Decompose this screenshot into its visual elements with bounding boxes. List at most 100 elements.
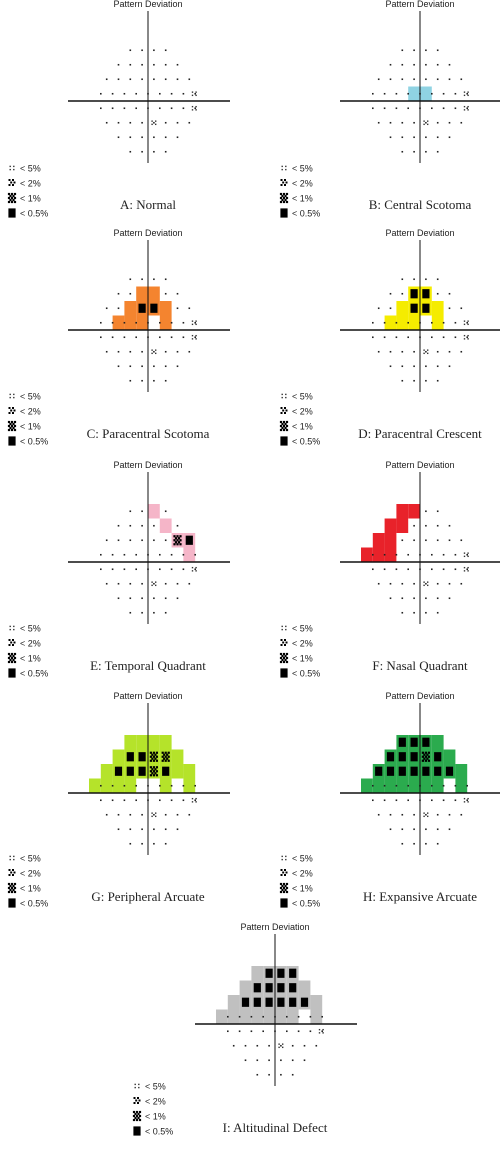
test-point [401, 379, 404, 382]
test-point [436, 78, 439, 81]
test-point [454, 568, 457, 571]
defect-cell [159, 778, 172, 793]
test-point [372, 321, 374, 324]
test-point [123, 321, 126, 324]
test-point [448, 292, 451, 295]
panel-title: Pattern Deviation [113, 460, 182, 470]
test-point [117, 78, 120, 81]
test-point [413, 278, 415, 281]
test-point [153, 842, 155, 845]
test-point [431, 799, 433, 802]
test-point [164, 278, 167, 281]
test-point [153, 524, 155, 527]
test-point [153, 365, 155, 368]
test-point [111, 92, 114, 95]
test-point [407, 784, 409, 787]
test-point [250, 1015, 253, 1018]
test-point [377, 78, 380, 81]
test-point [262, 1030, 264, 1033]
test-point [176, 292, 179, 295]
defect-cell [216, 1009, 228, 1024]
test-point [401, 150, 404, 153]
test-point [141, 136, 143, 139]
defect-cell [148, 504, 160, 519]
test-point [389, 828, 392, 831]
test-point [395, 336, 398, 339]
test-point [256, 1073, 259, 1076]
test-point [442, 568, 445, 571]
test-point [188, 350, 191, 353]
test-point [176, 828, 179, 831]
test-point [442, 799, 445, 802]
test-point [188, 121, 191, 124]
test-point [159, 799, 161, 802]
defect-cell [298, 980, 311, 995]
panel-h: Pattern Deviation < 5% < 2% < 1% < 0.5% H: Ex… [279, 691, 500, 909]
defect-cell [408, 86, 420, 101]
test-point [291, 1073, 294, 1076]
test-point [164, 842, 167, 845]
test-point [389, 292, 392, 295]
test-point [460, 539, 463, 542]
test-point [244, 1059, 247, 1062]
test-point [442, 784, 445, 787]
test-point [389, 582, 392, 585]
test-point [129, 597, 132, 600]
panel-e: Pattern Deviation < 5% < 2% < 1% < 0.5% E: Te… [7, 460, 230, 679]
test-point [100, 553, 102, 556]
test-point [170, 784, 173, 787]
defect-cell [112, 315, 125, 330]
defect-cell [136, 286, 148, 301]
defect-cell [227, 995, 240, 1010]
test-point [141, 350, 143, 353]
test-point [401, 63, 404, 66]
test-point [395, 799, 398, 802]
test-point [141, 842, 143, 845]
test-point [164, 365, 167, 368]
defect-cell [396, 778, 409, 793]
panel-caption: G: Peripheral Arcuate [91, 889, 205, 904]
defect-cell [396, 301, 409, 316]
legend-label: < 5% [20, 854, 41, 864]
test-point [129, 611, 132, 614]
test-point [164, 510, 167, 513]
test-point [188, 307, 191, 310]
defect-cell [159, 315, 172, 330]
defect-cell [396, 504, 409, 519]
defect-cell [396, 315, 409, 330]
test-point [377, 121, 380, 124]
legend-label: < 1% [292, 422, 313, 432]
test-point [117, 365, 120, 368]
defect-cell [431, 778, 444, 793]
defect-cell [251, 1009, 264, 1024]
test-point [407, 321, 409, 324]
test-point [256, 1044, 259, 1047]
test-point [164, 136, 167, 139]
defect-cell [443, 749, 456, 764]
test-point [425, 121, 427, 124]
test-point [460, 121, 463, 124]
test-point [117, 524, 120, 527]
test-point [170, 568, 173, 571]
test-point [431, 568, 433, 571]
legend-label: < 5% [292, 854, 313, 864]
test-point [164, 150, 167, 153]
legend-label: < 0.5% [20, 437, 48, 447]
test-point [425, 813, 427, 816]
test-point [141, 828, 143, 831]
test-point [194, 92, 196, 95]
test-point [141, 597, 143, 600]
test-point [153, 379, 155, 382]
test-point [153, 150, 155, 153]
test-point [454, 336, 457, 339]
test-point [176, 307, 179, 310]
test-point [117, 539, 120, 542]
test-point [454, 799, 457, 802]
legend-label: < 2% [292, 179, 313, 189]
test-point [111, 784, 114, 787]
test-point [100, 784, 102, 787]
defect-cell [124, 778, 137, 793]
test-point [448, 813, 451, 816]
panel-caption: D: Paracentral Crescent [358, 426, 482, 441]
test-point [123, 553, 126, 556]
